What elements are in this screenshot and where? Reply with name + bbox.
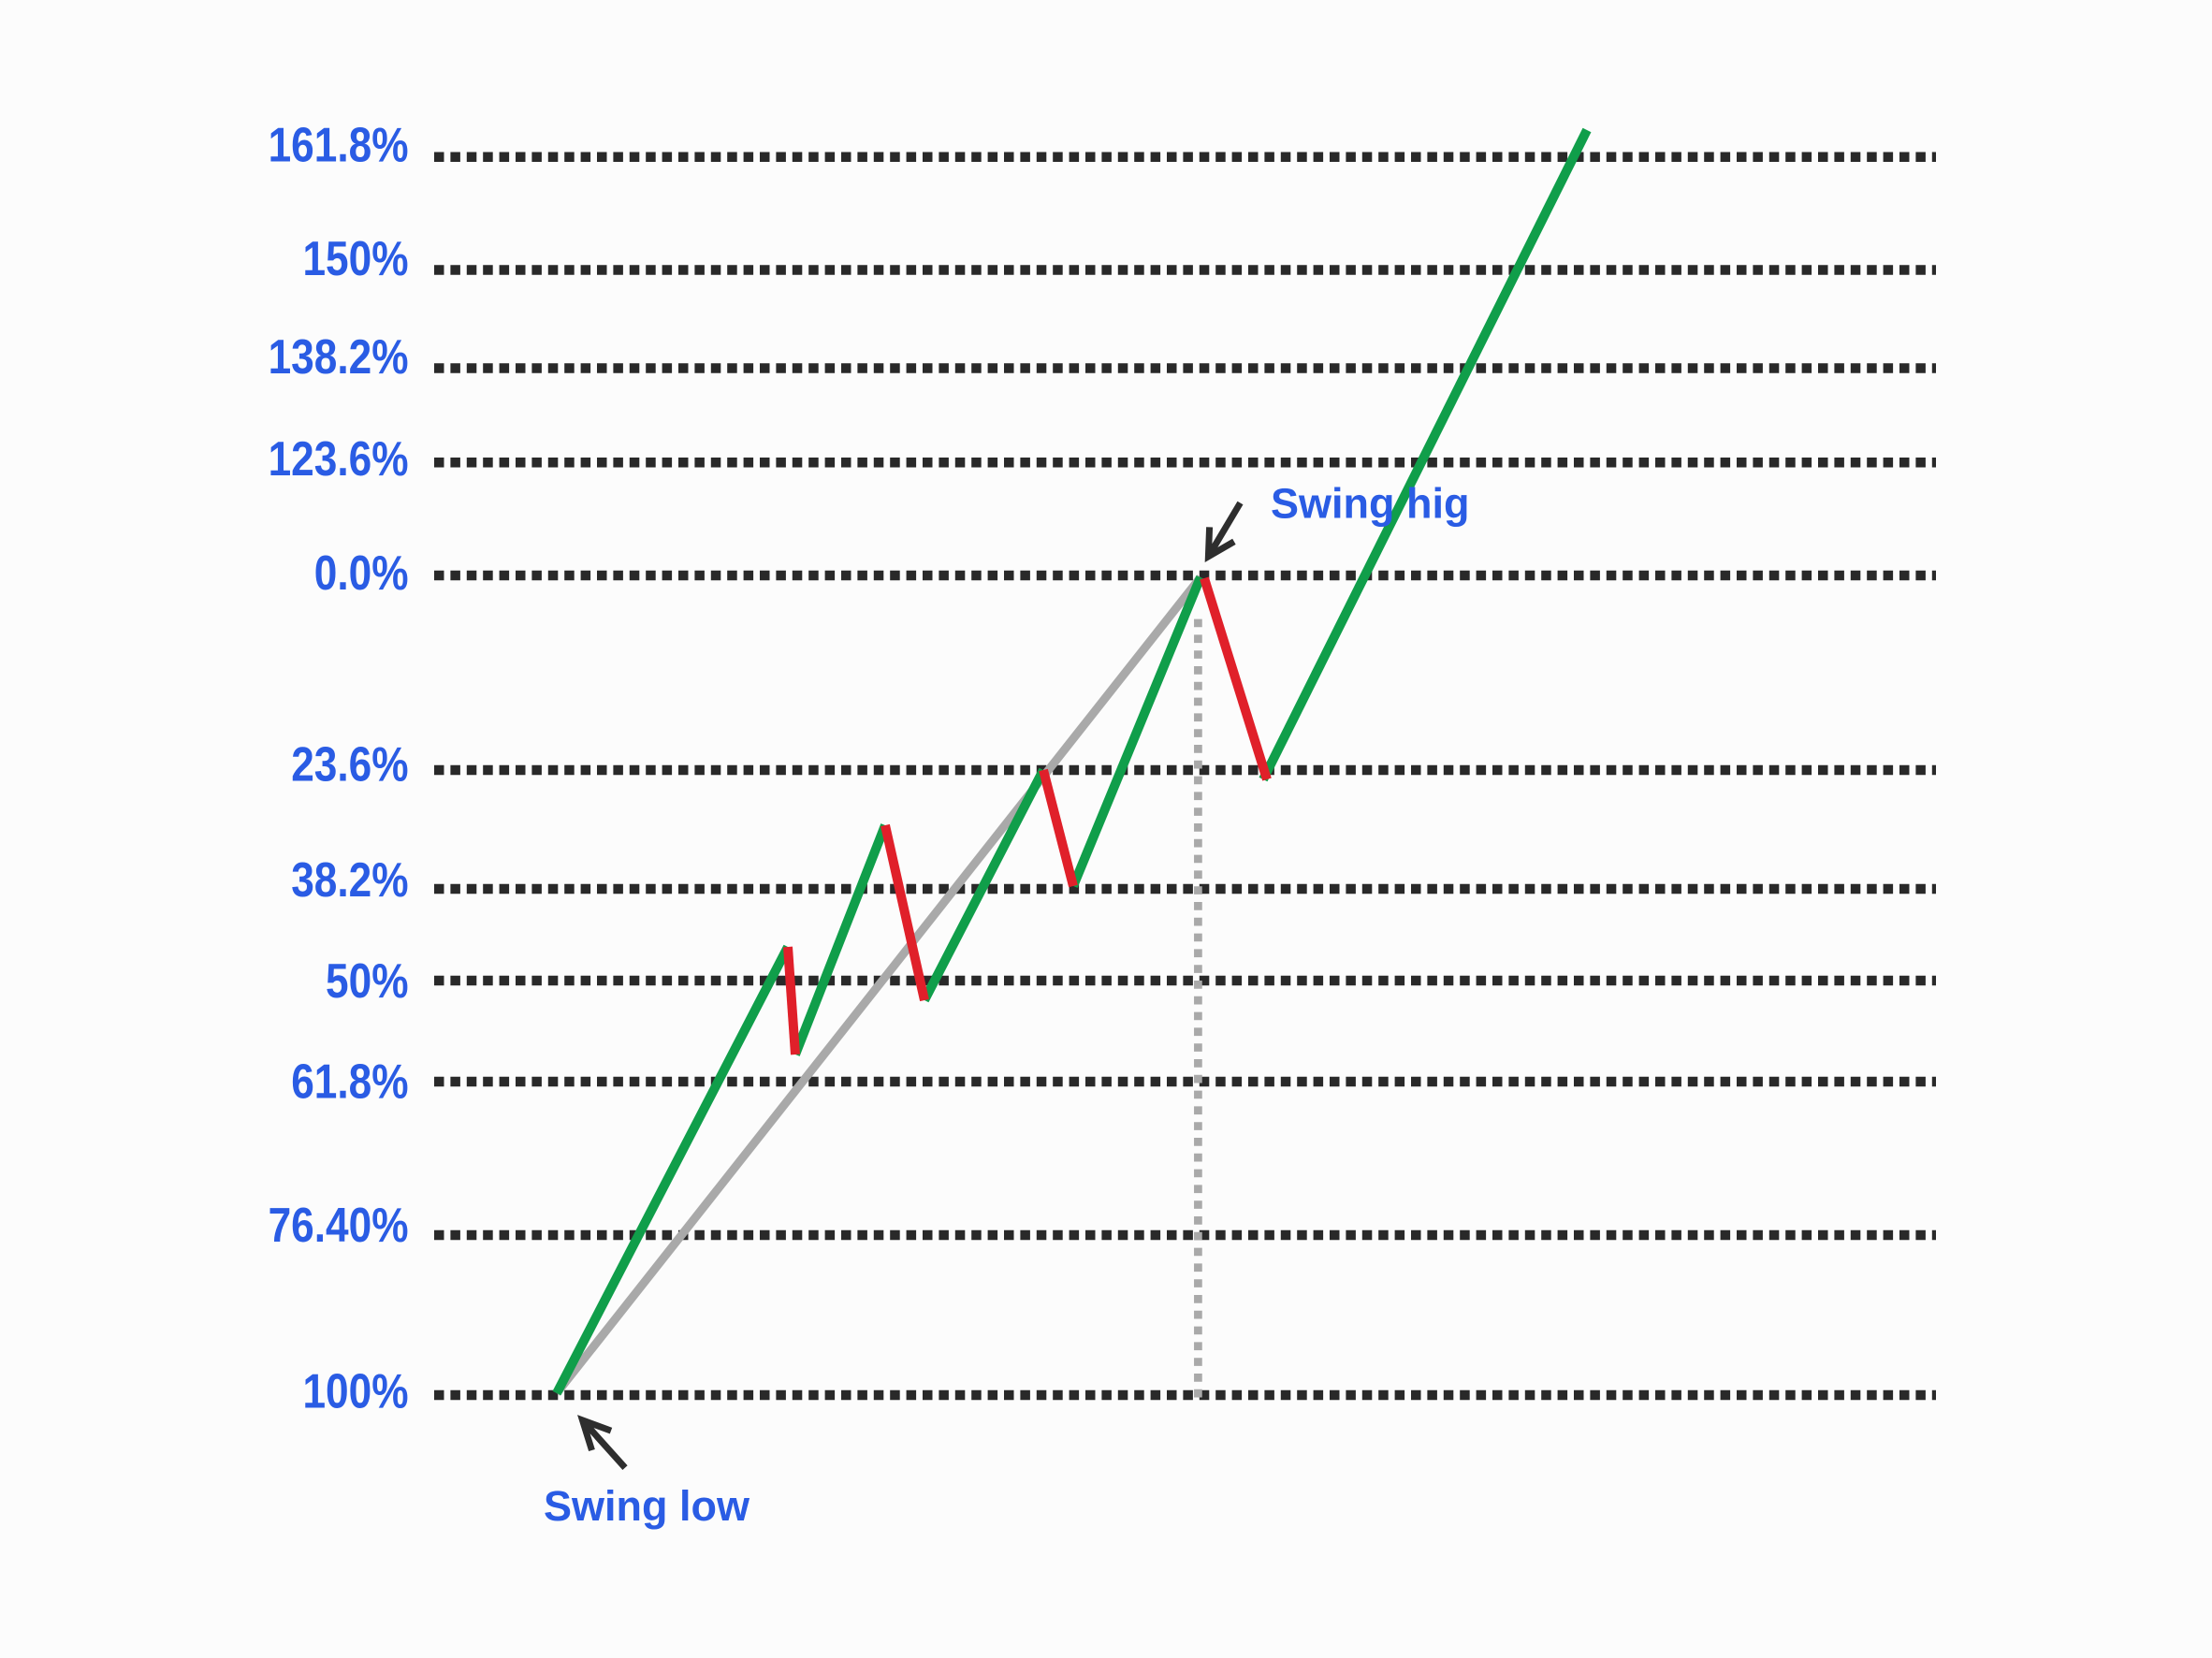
svg-text:0.0%: 0.0% <box>314 546 409 601</box>
svg-text:Swing low: Swing low <box>544 1482 750 1530</box>
svg-text:38.2%: 38.2% <box>291 853 408 908</box>
svg-text:50%: 50% <box>326 954 408 1009</box>
svg-text:76.40%: 76.40% <box>269 1198 409 1252</box>
svg-text:138.2%: 138.2% <box>269 330 409 385</box>
svg-text:23.6%: 23.6% <box>291 737 408 792</box>
svg-text:161.8%: 161.8% <box>269 118 409 172</box>
svg-text:100%: 100% <box>302 1364 408 1418</box>
svg-text:123.6%: 123.6% <box>269 432 409 487</box>
svg-text:150%: 150% <box>302 231 408 285</box>
svg-text:61.8%: 61.8% <box>291 1054 408 1109</box>
svg-text:Swing hig: Swing hig <box>1271 480 1469 528</box>
